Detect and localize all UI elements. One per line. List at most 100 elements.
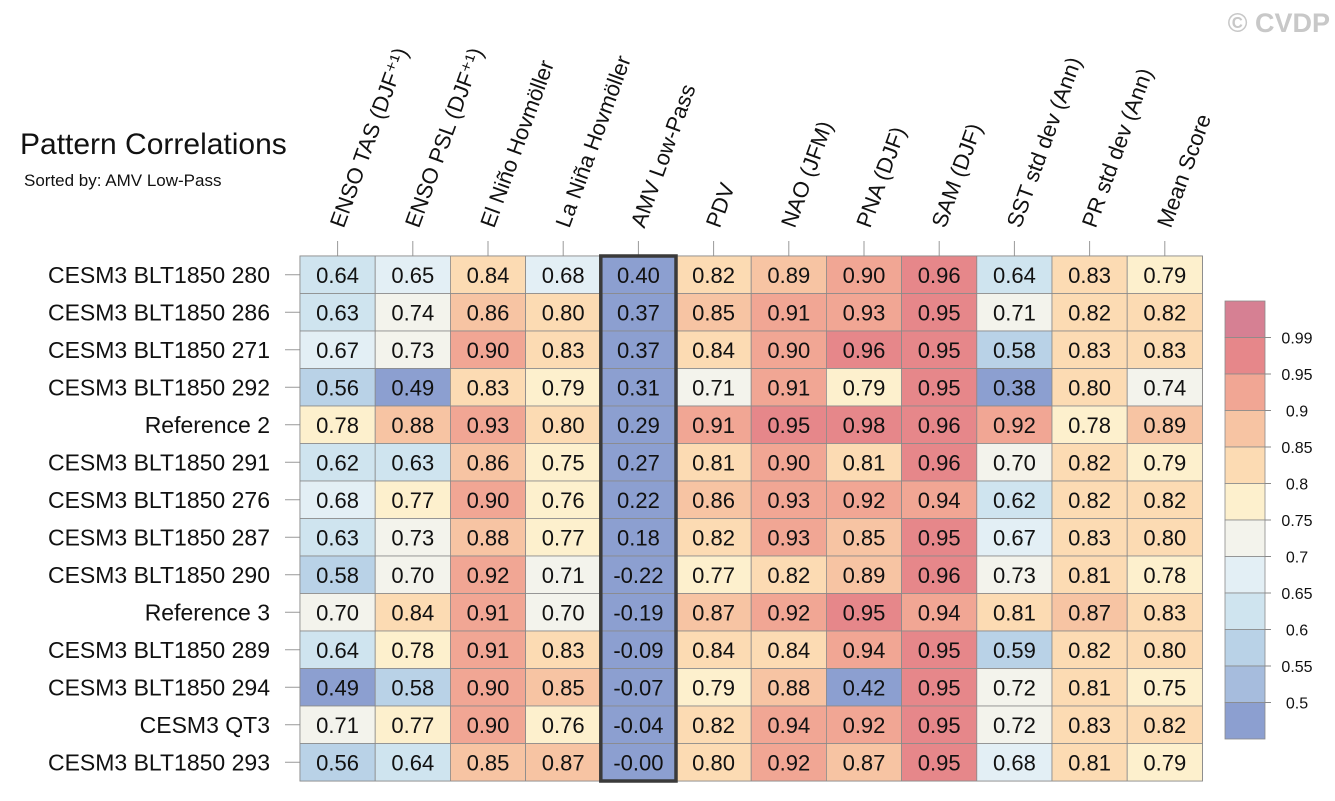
colorbar-label: 0.9 [1286, 404, 1308, 421]
cell-value: 0.92 [993, 413, 1036, 438]
cell-value: 0.79 [692, 675, 735, 700]
heatmap-cell [826, 443, 903, 482]
colorbar-swatch [1224, 446, 1266, 484]
cell-value: 0.29 [617, 413, 660, 438]
cell-value: 0.93 [467, 413, 510, 438]
heatmap-cell [750, 518, 827, 557]
heatmap-cell [976, 705, 1053, 744]
cell-value: 0.90 [843, 263, 886, 288]
cell-value: 0.86 [692, 488, 735, 513]
cell-value: 0.85 [542, 675, 585, 700]
column-label: AMV Low-Pass [626, 81, 701, 231]
cell-value: 0.85 [692, 300, 735, 325]
cell-value: 0.90 [467, 488, 510, 513]
chart-subtitle: Sorted by: AMV Low-Pass [24, 171, 221, 190]
heatmap-cell [374, 480, 451, 519]
cell-value: 0.58 [993, 338, 1036, 363]
colorbar-swatch [1224, 556, 1266, 594]
cell-value: 0.77 [692, 563, 735, 588]
cell-value: 0.62 [993, 488, 1036, 513]
cell-value: 0.93 [767, 488, 810, 513]
cell-value: -0.04 [613, 713, 663, 738]
cell-value: 0.88 [391, 413, 434, 438]
colorbar-label: 0.5 [1286, 696, 1308, 713]
cell-value: 0.96 [918, 450, 961, 475]
cell-value: 0.76 [542, 713, 585, 738]
cell-value: 0.83 [542, 338, 585, 363]
cell-value: 0.96 [918, 263, 961, 288]
cell-value: 0.96 [918, 413, 961, 438]
column-label: PDV [701, 179, 740, 230]
cell-value: 0.95 [918, 338, 961, 363]
cell-value: 0.59 [993, 638, 1036, 663]
cell-value: 0.83 [1068, 263, 1111, 288]
heatmap-cell [299, 255, 376, 294]
cell-value: 0.56 [316, 375, 359, 400]
heatmap-cell [299, 443, 376, 482]
cell-value: 0.77 [391, 488, 434, 513]
colorbar-label: 0.7 [1286, 550, 1308, 567]
cell-value: 0.76 [542, 488, 585, 513]
cell-value: 0.87 [542, 750, 585, 775]
cell-value: 0.63 [316, 525, 359, 550]
cell-value: 0.83 [467, 375, 510, 400]
heatmap-cell [675, 668, 752, 707]
column-label: SST std dev (Ann) [1002, 54, 1087, 231]
cell-value: 0.82 [1068, 450, 1111, 475]
colorbar-label: 0.85 [1281, 440, 1312, 457]
cell-value: 0.90 [767, 450, 810, 475]
cell-value: 0.73 [391, 525, 434, 550]
cell-value: -0.22 [613, 563, 663, 588]
heatmap-cell [826, 593, 903, 632]
heatmap-cell [1126, 443, 1203, 482]
cell-value: 0.96 [843, 338, 886, 363]
cell-value: 0.70 [993, 450, 1036, 475]
cell-value: 0.90 [767, 338, 810, 363]
row-label: CESM3 BLT1850 290 [48, 562, 270, 588]
row-label: CESM3 BLT1850 286 [48, 299, 270, 325]
heatmap-cell [525, 480, 602, 519]
cell-value: 0.73 [391, 338, 434, 363]
cell-value: 0.91 [692, 413, 735, 438]
cell-value: 0.78 [1068, 413, 1111, 438]
heatmap-cell [901, 443, 978, 482]
heatmap-cell [901, 555, 978, 594]
cell-value: 0.58 [316, 563, 359, 588]
heatmap-cell [525, 555, 602, 594]
heatmap-cell [600, 743, 677, 782]
cell-value: 0.67 [316, 338, 359, 363]
heatmap-cell [1126, 668, 1203, 707]
heatmap-cell [675, 480, 752, 519]
cell-value: 0.27 [617, 450, 660, 475]
heatmap-cell [600, 705, 677, 744]
cell-value: 0.82 [1143, 300, 1186, 325]
heatmap-cell [600, 330, 677, 369]
heatmap-cell [976, 743, 1053, 782]
cell-value: 0.70 [542, 600, 585, 625]
cell-value: 0.74 [1143, 375, 1186, 400]
cell-value: -0.09 [613, 638, 663, 663]
heatmap-cell [901, 330, 978, 369]
cell-value: 0.89 [1143, 413, 1186, 438]
cell-value: 0.87 [843, 750, 886, 775]
cell-value: 0.64 [316, 638, 359, 663]
colorbar-swatch [1224, 665, 1266, 703]
heatmap-cell [976, 480, 1053, 519]
colorbar-label: 0.65 [1281, 586, 1312, 603]
heatmap-cell [1051, 443, 1128, 482]
cell-value: 0.96 [918, 563, 961, 588]
heatmap-cell [525, 518, 602, 557]
row-label: CESM3 BLT1850 289 [48, 637, 270, 663]
heatmap-cell [1051, 630, 1128, 669]
cell-value: 0.81 [843, 450, 886, 475]
heatmap-cell [675, 405, 752, 444]
heatmap-cell [901, 743, 978, 782]
column-label: El Niño Hovmöller [475, 57, 559, 231]
cell-value: 0.92 [767, 600, 810, 625]
cell-value: 0.82 [692, 713, 735, 738]
cell-value: 0.83 [542, 638, 585, 663]
colorbar-swatch [1224, 337, 1266, 375]
heatmap-cell [600, 630, 677, 669]
colorbar-label: 0.95 [1281, 367, 1312, 384]
